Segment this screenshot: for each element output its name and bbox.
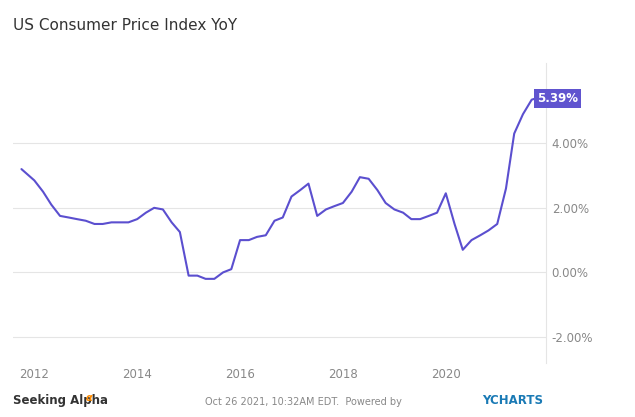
Text: US Consumer Price Index YoY: US Consumer Price Index YoY (13, 18, 237, 33)
Text: α: α (86, 393, 93, 403)
Text: Oct 26 2021, 10:32AM EDT.  Powered by: Oct 26 2021, 10:32AM EDT. Powered by (205, 397, 404, 407)
Text: Seeking Alpha: Seeking Alpha (13, 394, 108, 407)
Text: 5.39%: 5.39% (537, 92, 578, 105)
Text: YCHARTS: YCHARTS (483, 394, 544, 407)
